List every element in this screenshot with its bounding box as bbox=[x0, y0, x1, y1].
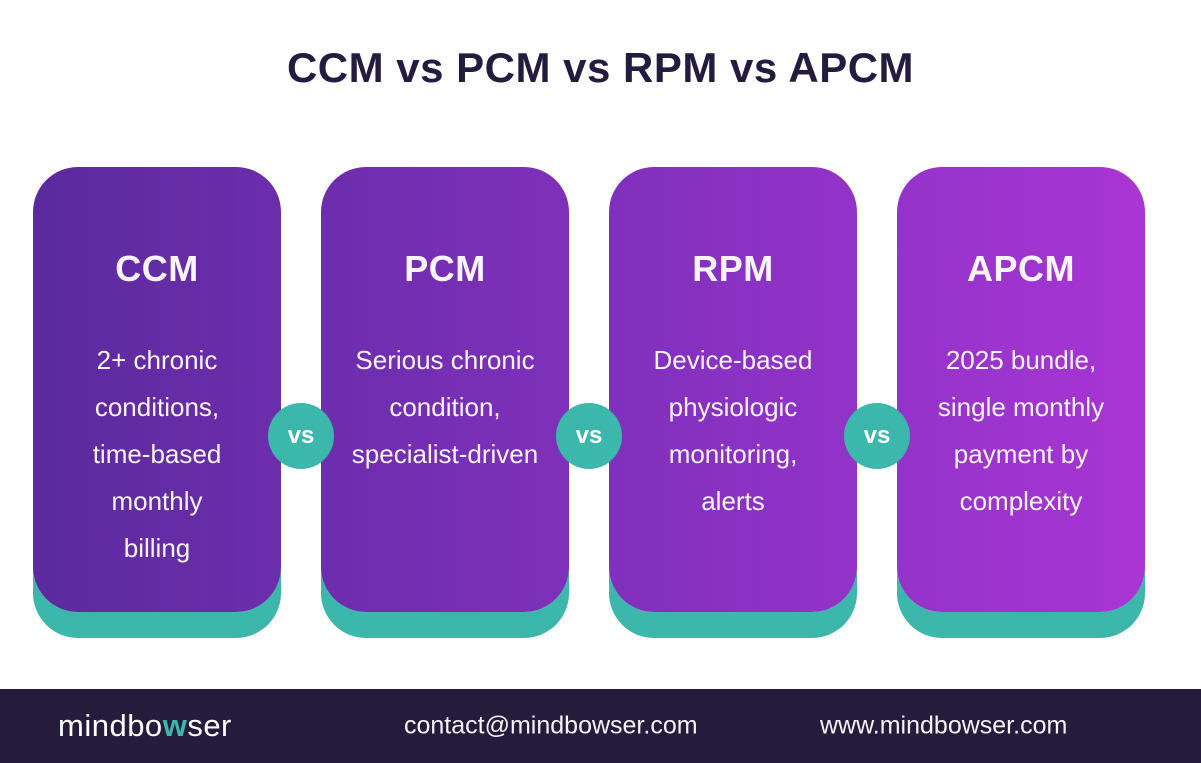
card-pcm-title: PCM bbox=[404, 248, 486, 289]
vs-badge-1: vs bbox=[268, 403, 334, 469]
vs-badge-3: vs bbox=[844, 403, 910, 469]
vs-badge-label: vs bbox=[287, 422, 315, 449]
website-url: www.mindbowser.com bbox=[820, 711, 1068, 740]
card-apcm-description: 2025 bundle, single monthly payment by c… bbox=[937, 345, 1105, 516]
card-pcm-description: Serious chronic condition, specialist-dr… bbox=[351, 345, 539, 469]
comparison-cards-row: CCM 2+ chronic conditions, time-based mo… bbox=[33, 167, 1169, 667]
card-rpm: RPM Device-based physiologic monitoring,… bbox=[609, 167, 857, 612]
brand-logo-accent-w: w bbox=[162, 708, 188, 743]
card-pcm: PCM Serious chronic condition, specialis… bbox=[321, 167, 569, 612]
brand-logo-text: ser bbox=[187, 708, 232, 743]
card-rpm-description: Device-based physiologic monitoring, ale… bbox=[653, 345, 813, 516]
card-apcm-title: APCM bbox=[967, 248, 1075, 289]
footer-bar: mindbowser contact@mindbowser.com www.mi… bbox=[0, 689, 1201, 763]
vs-badge-label: vs bbox=[863, 422, 891, 449]
card-ccm-title: CCM bbox=[115, 248, 199, 289]
card-ccm-description: 2+ chronic conditions, time-based monthl… bbox=[92, 345, 222, 563]
page-title: CCM vs PCM vs RPM vs APCM bbox=[286, 44, 915, 91]
brand-logo-text: mindbo bbox=[58, 708, 163, 743]
card-apcm: APCM 2025 bundle, single monthly payment… bbox=[897, 167, 1145, 612]
contact-email: contact@mindbowser.com bbox=[404, 711, 698, 740]
card-ccm: CCM 2+ chronic conditions, time-based mo… bbox=[33, 167, 281, 612]
vs-badge-label: vs bbox=[575, 422, 603, 449]
brand-logo: mindbowser bbox=[58, 708, 232, 744]
card-rpm-title: RPM bbox=[692, 248, 774, 289]
vs-badge-2: vs bbox=[556, 403, 622, 469]
